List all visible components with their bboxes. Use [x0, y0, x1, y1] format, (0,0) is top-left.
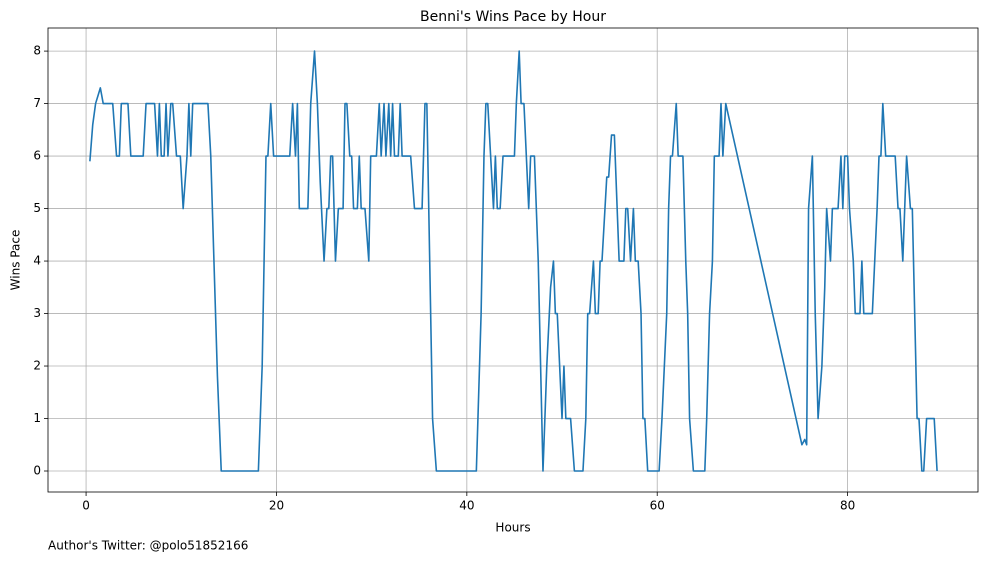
y-axis-label: Wins Pace [9, 230, 23, 291]
y-tick-label: 5 [33, 201, 41, 215]
y-tick-label: 2 [33, 359, 41, 373]
data-line [89, 50, 938, 472]
footer-note: Author's Twitter: @polo51852166 [48, 539, 248, 553]
y-tick-label: 1 [33, 411, 41, 425]
y-tick-label: 8 [33, 44, 41, 58]
x-tick-label: 60 [650, 499, 665, 513]
x-tick-label: 40 [459, 499, 474, 513]
x-tick-label: 20 [269, 499, 284, 513]
y-tick-label: 6 [33, 149, 41, 163]
x-tick-label: 80 [840, 499, 855, 513]
y-tick-label: 7 [33, 96, 41, 110]
chart-title: Benni's Wins Pace by Hour [420, 9, 606, 25]
y-tick-label: 3 [33, 306, 41, 320]
x-tick-label: 0 [82, 499, 90, 513]
y-tick-label: 0 [33, 464, 41, 478]
plot-frame [47, 27, 979, 493]
y-tick-label: 4 [33, 254, 41, 268]
x-axis-label: Hours [495, 521, 530, 535]
